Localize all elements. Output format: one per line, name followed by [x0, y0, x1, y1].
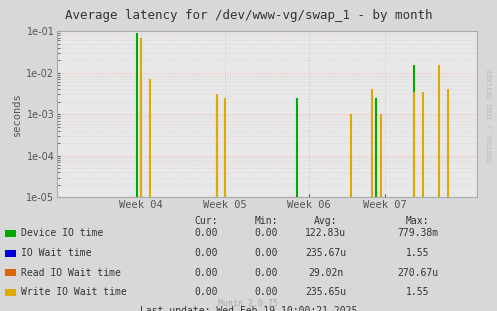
Text: Write IO Wait time: Write IO Wait time [21, 287, 127, 297]
Text: Min:: Min: [254, 216, 278, 226]
Text: 0.00: 0.00 [254, 248, 278, 258]
Text: Device IO time: Device IO time [21, 229, 103, 239]
Text: 0.00: 0.00 [194, 248, 218, 258]
Text: 0.00: 0.00 [254, 268, 278, 278]
Text: 270.67u: 270.67u [397, 268, 438, 278]
Text: 1.55: 1.55 [406, 248, 429, 258]
Text: Last update: Wed Feb 19 10:00:21 2025: Last update: Wed Feb 19 10:00:21 2025 [140, 306, 357, 311]
Text: Average latency for /dev/www-vg/swap_1 - by month: Average latency for /dev/www-vg/swap_1 -… [65, 9, 432, 22]
Text: 29.02n: 29.02n [308, 268, 343, 278]
Text: Munin 2.0.75: Munin 2.0.75 [219, 299, 278, 308]
Text: Max:: Max: [406, 216, 429, 226]
Text: 235.67u: 235.67u [305, 248, 346, 258]
Text: 1.55: 1.55 [406, 287, 429, 297]
Text: 0.00: 0.00 [194, 287, 218, 297]
Text: 0.00: 0.00 [194, 268, 218, 278]
Text: 0.00: 0.00 [194, 229, 218, 239]
Text: 0.00: 0.00 [254, 287, 278, 297]
Text: 779.38m: 779.38m [397, 229, 438, 239]
Text: 0.00: 0.00 [254, 229, 278, 239]
Text: Read IO Wait time: Read IO Wait time [21, 268, 121, 278]
Text: 122.83u: 122.83u [305, 229, 346, 239]
Text: IO Wait time: IO Wait time [21, 248, 91, 258]
Text: Cur:: Cur: [194, 216, 218, 226]
Text: Avg:: Avg: [314, 216, 337, 226]
Text: 235.65u: 235.65u [305, 287, 346, 297]
Text: RRDTOOL / TOBI OETIKER: RRDTOOL / TOBI OETIKER [488, 68, 494, 162]
Y-axis label: seconds: seconds [12, 92, 22, 136]
